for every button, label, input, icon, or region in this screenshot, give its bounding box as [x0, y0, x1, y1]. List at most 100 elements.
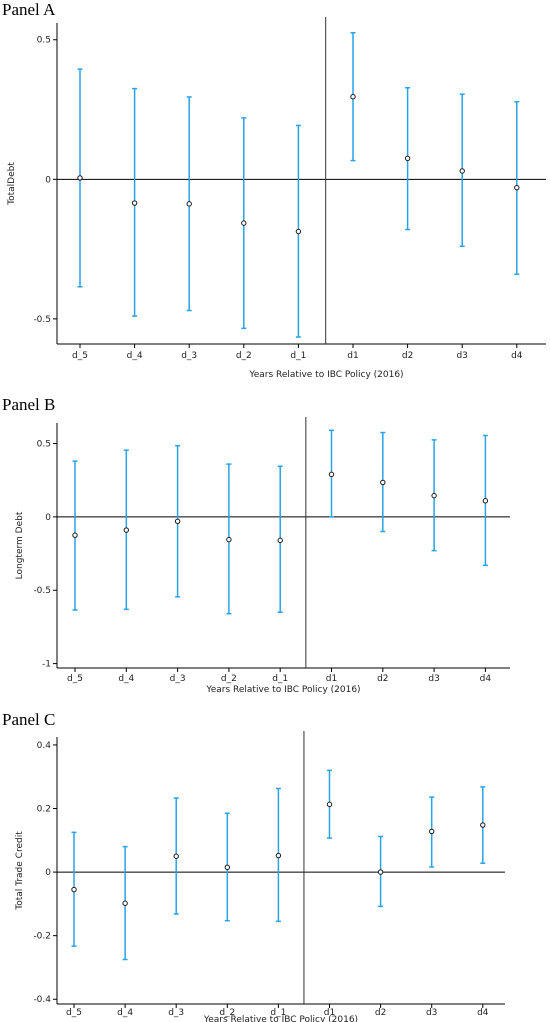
point-estimate	[480, 822, 486, 828]
point-estimate	[328, 471, 335, 478]
estimate-d_4	[122, 845, 128, 961]
y-tick-label: 0.5	[37, 440, 51, 450]
estimate-d2	[377, 835, 384, 908]
estimate-d1	[326, 769, 333, 839]
estimate-d_2	[226, 463, 232, 615]
point-estimate	[173, 853, 179, 859]
x-tick-label: d3	[428, 674, 439, 684]
x-tick-label: d_3	[170, 674, 186, 684]
estimate-d_1	[295, 124, 302, 338]
point-estimate	[226, 536, 232, 543]
point-estimate	[404, 155, 411, 162]
x-tick-label: d_4	[118, 674, 134, 684]
point-estimate	[429, 828, 435, 835]
estimate-d_2	[241, 117, 247, 330]
x-tick-label: d2	[402, 351, 413, 361]
y-axis-label: Longterm Debt	[15, 511, 25, 579]
point-estimate	[377, 869, 384, 875]
x-tick-label: d2	[377, 674, 388, 684]
estimate-d_4	[123, 449, 130, 611]
estimate-d2	[380, 431, 386, 533]
estimate-d_3	[173, 797, 179, 915]
x-tick-label: d_5	[67, 674, 83, 684]
point-estimate	[431, 492, 437, 499]
estimate-d1	[350, 32, 356, 162]
x-tick-label: d_4	[117, 1008, 133, 1018]
estimate-d_1	[277, 465, 283, 614]
panel-a-chart: 0.5 0 -0.5 d_5 d_4 d_3 d_2 d_1 d1 d2 d3 d4 Years Rel…	[7, 17, 546, 380]
x-tick-label: d_1	[290, 351, 306, 361]
point-estimate	[174, 518, 181, 524]
estimate-d3	[431, 439, 437, 552]
x-tick-label: d3	[456, 351, 467, 361]
estimate-d_4	[131, 87, 138, 317]
point-estimate	[131, 200, 138, 206]
x-tick-label: d1	[347, 351, 358, 361]
point-estimate	[295, 228, 302, 235]
x-tick-label: d_2	[236, 351, 252, 361]
x-tick-label: d_1	[270, 1008, 286, 1018]
point-estimate	[514, 184, 520, 191]
panel-b-title: Panel B	[2, 395, 56, 414]
point-estimate	[77, 175, 83, 181]
x-tick-label: d_2	[219, 1008, 235, 1018]
point-estimate	[123, 527, 130, 533]
x-axis-label: Years Relative to IBC Policy (2016)	[248, 370, 403, 380]
y-tick-label: 0.2	[37, 805, 51, 815]
x-tick-label: d2	[375, 1008, 386, 1018]
panel-b-chart: 0.5 0 -0.5 -1 d_5 d_4 d_3 d_2 d_1 d1 d2 d3 d4 Years R…	[15, 417, 510, 695]
y-tick-label: 0	[45, 175, 51, 185]
estimate-d_5	[72, 460, 78, 611]
estimate-d4	[480, 786, 486, 864]
point-estimate	[72, 532, 78, 538]
point-estimate	[186, 201, 192, 207]
x-tick-label: d_2	[221, 674, 237, 684]
estimate-d4	[482, 434, 489, 567]
panel-c-title: Panel C	[2, 710, 56, 729]
x-tick-label: d1	[324, 1008, 335, 1018]
estimate-d_2	[224, 812, 231, 922]
point-estimate	[241, 220, 247, 226]
y-tick-label: 0.5	[37, 36, 51, 46]
x-tick-label: d_4	[127, 351, 143, 361]
point-estimate	[380, 479, 386, 486]
x-tick-label: d4	[511, 351, 523, 361]
point-estimate	[459, 168, 465, 174]
estimate-d_5	[77, 68, 83, 288]
point-estimate	[326, 801, 333, 808]
estimate-d_3	[186, 96, 192, 312]
x-tick-label: d_1	[272, 674, 288, 684]
y-axis-label: TotalDebt	[7, 162, 17, 206]
point-estimate	[350, 93, 356, 100]
estimate-d4	[514, 100, 520, 275]
estimate-d1	[328, 429, 335, 518]
x-tick-label: d4	[477, 1008, 489, 1018]
x-tick-label: d1	[326, 674, 337, 684]
y-tick-label: 0	[45, 513, 51, 523]
x-axis-label: Years Relative to IBC Policy (2016)	[205, 685, 360, 695]
y-tick-label: 0	[45, 868, 51, 878]
y-tick-label: -0.5	[33, 315, 51, 325]
x-tick-label: d_5	[66, 1008, 82, 1018]
x-tick-label: d_5	[72, 351, 88, 361]
estimate-d_1	[275, 787, 282, 923]
panel-c-chart: 0.4 0.2 0 -0.2 -0.4 d_5 d_4 d_3 d_2 d_1 d1 d2 d3 d4 Ye…	[15, 731, 505, 1022]
x-tick-label: d3	[426, 1008, 437, 1018]
point-estimate	[275, 852, 282, 859]
y-tick-label: -1	[42, 660, 51, 670]
x-tick-label: d4	[480, 674, 492, 684]
panel-a-title: Panel A	[2, 0, 56, 19]
estimate-d_5	[71, 831, 77, 947]
point-estimate	[482, 498, 489, 504]
point-estimate	[277, 537, 283, 544]
y-tick-label: -0.2	[33, 932, 51, 942]
point-estimate	[224, 864, 231, 871]
x-tick-label: d_3	[168, 1008, 184, 1018]
point-estimate	[122, 900, 128, 906]
x-axis-label: Years Relative to IBC Policy (2016)	[203, 1015, 358, 1022]
estimate-d_3	[174, 444, 181, 598]
y-axis-label: Total Trade Credit	[15, 831, 25, 911]
y-tick-label: -0.4	[33, 995, 51, 1005]
estimate-d2	[404, 87, 411, 231]
estimate-d3	[459, 93, 465, 248]
